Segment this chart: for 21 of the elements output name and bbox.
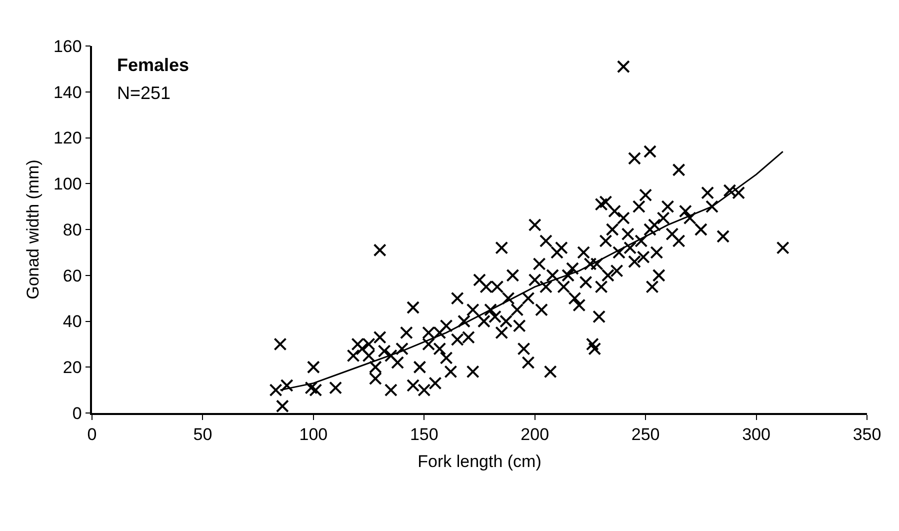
y-tick-label: 0 bbox=[72, 404, 82, 423]
annotation: Females bbox=[117, 55, 190, 75]
y-tick-label: 80 bbox=[62, 220, 82, 240]
x-tick-label: 250 bbox=[631, 425, 660, 444]
y-tick-label: 20 bbox=[62, 358, 82, 378]
y-tick-label: 140 bbox=[53, 82, 82, 102]
y-axis-title: Gonad width (mm) bbox=[24, 160, 43, 300]
annotation: N=251 bbox=[117, 83, 171, 103]
x-tick-label: 200 bbox=[520, 425, 550, 444]
y-tick-label: 120 bbox=[53, 128, 82, 148]
y-tick-label: 160 bbox=[53, 36, 82, 56]
y-tick-label: 40 bbox=[62, 312, 82, 332]
x-tick-label: 100 bbox=[299, 425, 328, 444]
x-tick-label: 50 bbox=[193, 425, 212, 444]
y-tick-label: 60 bbox=[62, 266, 82, 286]
x-tick-label: 0 bbox=[87, 425, 97, 444]
y-tick-label: 100 bbox=[53, 174, 82, 194]
x-tick-label: 300 bbox=[742, 425, 770, 444]
x-tick-label: 150 bbox=[410, 425, 438, 444]
x-tick-label: 350 bbox=[852, 425, 882, 444]
x-axis-title: Fork length (cm) bbox=[418, 452, 542, 472]
